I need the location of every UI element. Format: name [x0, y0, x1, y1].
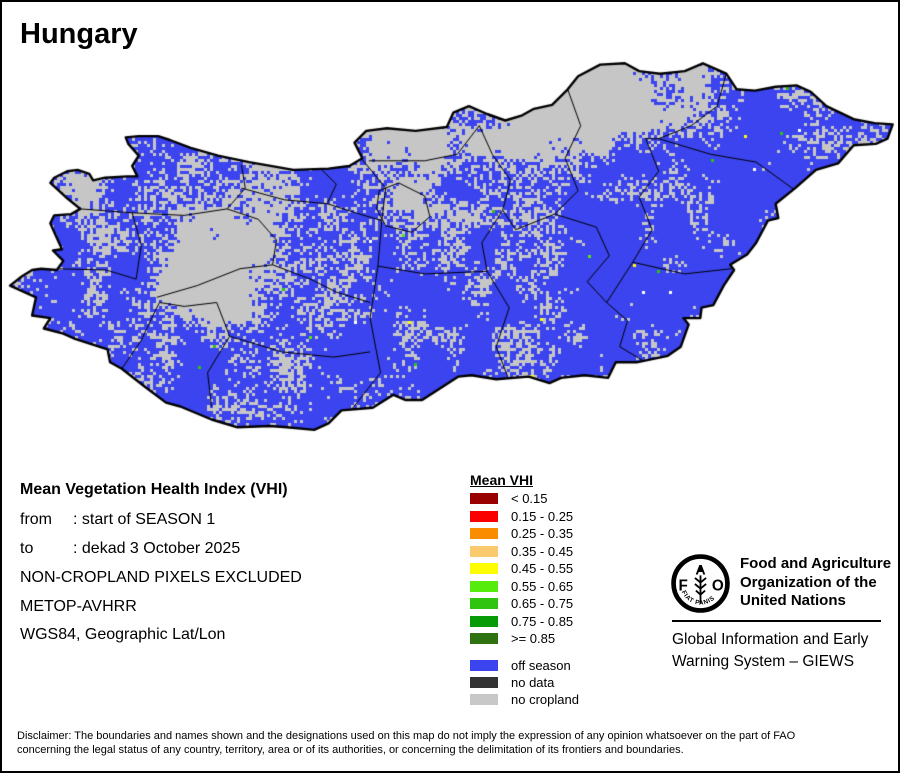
- legend-row: no data: [470, 675, 579, 690]
- fao-logo-icon: F A O FIAT PANIS: [671, 554, 730, 613]
- info-row-from: from : start of SEASON 1: [20, 511, 215, 529]
- legend-row: no cropland: [470, 692, 579, 707]
- info-heading: Mean Vegetation Health Index (VHI): [20, 481, 288, 498]
- legend-row: 0.45 - 0.55: [470, 561, 574, 576]
- legend-label: 0.65 - 0.75: [511, 596, 574, 611]
- disclaimer-line: Disclaimer: The boundaries and names sho…: [17, 730, 796, 742]
- legend-label: no cropland: [511, 692, 579, 707]
- fao-org-line: Organization of the: [740, 573, 877, 591]
- info-key: from: [20, 511, 52, 528]
- legend-row: 0.25 - 0.35: [470, 526, 574, 541]
- giews-line: Global Information and Early: [672, 631, 869, 648]
- legend-label: < 0.15: [511, 491, 548, 506]
- legend-title: Mean VHI: [470, 472, 534, 488]
- fao-letter-f: F: [679, 578, 688, 595]
- legend-label: 0.35 - 0.45: [511, 543, 574, 559]
- legend-swatch: [470, 545, 498, 557]
- legend-vhi-classes: < 0.15 0.15 - 0.25 0.25 - 0.35 0.35 - 0.…: [470, 491, 574, 646]
- legend-row: 0.15 - 0.25: [470, 508, 574, 524]
- legend-swatch: [470, 493, 498, 504]
- legend-swatch: [470, 660, 498, 671]
- fao-letter-o: O: [712, 578, 724, 595]
- legend-swatch: [470, 633, 498, 644]
- legend-label: no data: [511, 675, 555, 690]
- legend-swatch: [470, 510, 498, 522]
- info-value: : start of SEASON 1: [73, 511, 216, 528]
- legend-row: 0.35 - 0.45: [470, 543, 574, 559]
- legend-label: >= 0.85: [511, 631, 556, 646]
- legend-row: 0.75 - 0.85: [470, 613, 574, 629]
- disclaimer: Disclaimer: The boundaries and names sho…: [17, 729, 795, 757]
- fao-org-name: Food and Agriculture Organization of the…: [740, 555, 891, 611]
- legend-extra-classes: off season no data no cropland: [470, 658, 579, 707]
- legend-swatch: [470, 563, 498, 574]
- legend-swatch: [470, 694, 498, 705]
- wheat-ear-icon: [694, 565, 707, 604]
- legend-swatch: [470, 528, 498, 539]
- legend-label: 0.15 - 0.25: [511, 508, 574, 524]
- giews-name: Global Information and Early Warning Sys…: [672, 629, 868, 672]
- legend-label: off season: [511, 658, 571, 673]
- info-row-to: to : dekad 3 October 2025: [20, 540, 240, 558]
- legend-row: off season: [470, 658, 579, 673]
- page-title: Hungary: [20, 18, 138, 50]
- legend-label: 0.55 - 0.65: [511, 578, 574, 594]
- legend-swatch: [470, 598, 498, 609]
- legend-row: 0.65 - 0.75: [470, 596, 574, 611]
- legend-swatch: [470, 615, 498, 627]
- legend-row: >= 0.85: [470, 631, 573, 646]
- fao-org-line: United Nations: [740, 592, 846, 609]
- legend-swatch: [470, 677, 498, 688]
- legend-row: < 0.15: [470, 491, 573, 506]
- fao-divider: [672, 620, 881, 622]
- info-key: to: [20, 540, 34, 557]
- fao-org-line: Food and Agriculture: [740, 555, 892, 572]
- info-line-noncropland: NON-CROPLAND PIXELS EXCLUDED: [20, 569, 302, 586]
- giews-line: Warning System – GIEWS: [672, 652, 855, 670]
- info-line-projection: WGS84, Geographic Lat/Lon: [20, 626, 226, 643]
- legend-row: 0.55 - 0.65: [470, 578, 574, 594]
- legend-label: 0.75 - 0.85: [511, 613, 574, 629]
- info-line-sensor: METOP-AVHRR: [20, 598, 137, 615]
- legend-swatch: [470, 580, 498, 592]
- disclaimer-line: concerning the legal status of any count…: [17, 744, 684, 757]
- legend-label: 0.25 - 0.35: [511, 526, 574, 541]
- info-value: : dekad 3 October 2025: [73, 540, 241, 557]
- legend-label: 0.45 - 0.55: [511, 561, 574, 576]
